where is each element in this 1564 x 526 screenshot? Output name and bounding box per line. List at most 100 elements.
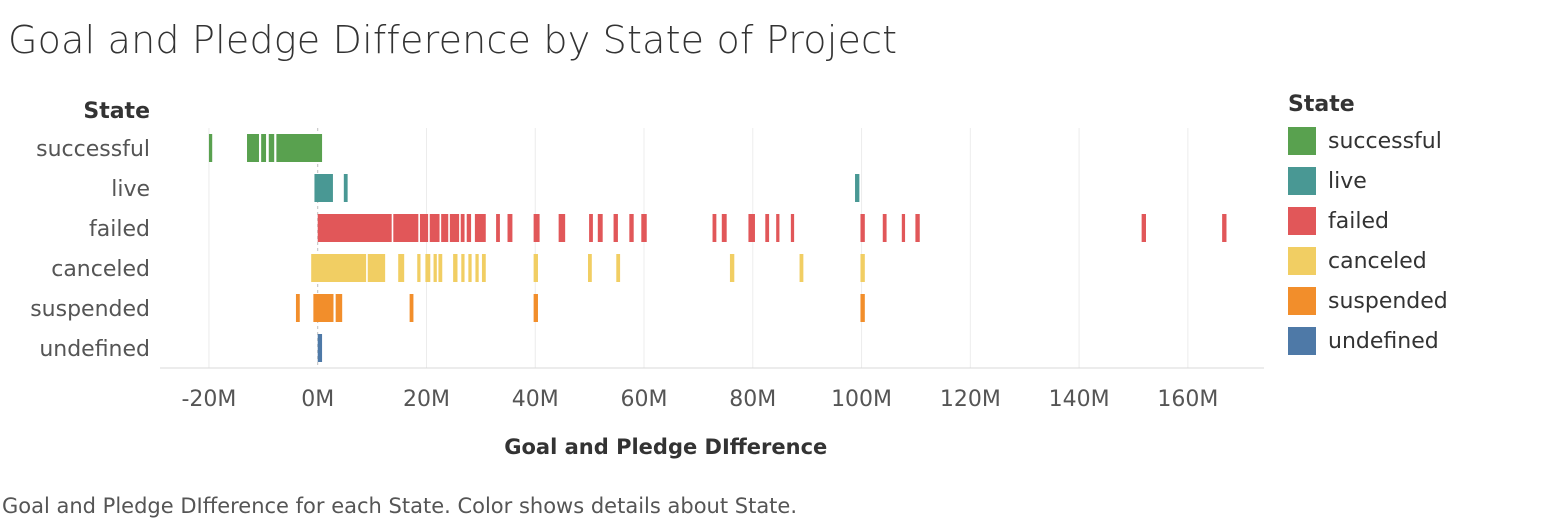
bar-segment	[317, 214, 392, 242]
bar-segment	[433, 254, 437, 282]
bar-segment	[799, 254, 804, 282]
bar-segment	[313, 294, 334, 322]
bar-segment	[429, 214, 440, 242]
bar-segment	[790, 214, 795, 242]
legend-item-live[interactable]: live	[1288, 161, 1548, 201]
x-tick-label: 120M	[940, 387, 1001, 412]
bar-segment	[419, 214, 429, 242]
bar-segment	[613, 214, 618, 242]
y-tick-label: failed	[89, 217, 150, 242]
bar-segment	[276, 134, 323, 162]
y-tick-label: successful	[36, 137, 150, 162]
x-tick-label: 60M	[621, 387, 668, 412]
legend-item-successful[interactable]: successful	[1288, 121, 1548, 161]
x-tick-label: 0M	[301, 387, 334, 412]
legend-swatch	[1288, 287, 1316, 315]
bar-segment	[438, 254, 443, 282]
bar-segment	[748, 214, 755, 242]
y-tick-label: suspended	[30, 297, 150, 322]
bar-segment	[533, 294, 538, 322]
bar-segment	[1141, 214, 1146, 242]
y-tick-label: canceled	[51, 257, 150, 282]
bar-segment	[461, 254, 465, 282]
legend-swatch	[1288, 167, 1316, 195]
x-tick-label: 100M	[831, 387, 892, 412]
legend-label: live	[1328, 168, 1367, 194]
legend-swatch	[1288, 247, 1316, 275]
bar-segment	[268, 134, 275, 162]
x-tick-label: 40M	[512, 387, 559, 412]
legend-swatch	[1288, 207, 1316, 235]
x-axis-title: Goal and Pledge DIfference	[504, 435, 827, 459]
bar-segment	[558, 214, 566, 242]
bar-segment	[712, 214, 717, 242]
bar-segment	[882, 214, 887, 242]
bar-segment	[496, 214, 500, 242]
chart-caption: Goal and Pledge DIfference for each Stat…	[2, 494, 798, 518]
bar-segment	[311, 254, 367, 282]
bar-chart: State successful live failed canceled suspend…	[30, 99, 1264, 459]
legend-item-suspended[interactable]: suspended	[1288, 281, 1548, 321]
legend-item-undefined[interactable]: undefined	[1288, 321, 1548, 361]
bar-segment	[261, 134, 267, 162]
bar-segment	[1222, 214, 1227, 242]
bar-segment	[776, 214, 780, 242]
legend-label: failed	[1328, 208, 1389, 234]
bar-segment	[915, 214, 920, 242]
legend-swatch	[1288, 127, 1316, 155]
bar-segment	[860, 254, 865, 282]
bar-segment	[468, 254, 472, 282]
bar-segment	[629, 214, 634, 242]
y-tick-label: undefined	[39, 337, 150, 362]
bar-segment	[765, 214, 770, 242]
legend-label: suspended	[1328, 288, 1448, 314]
bar-segment	[507, 214, 513, 242]
legend: State successful live failed canceled su…	[1288, 92, 1548, 361]
bar-segment	[417, 254, 421, 282]
y-tick-label: live	[111, 177, 150, 202]
x-tick-label: 80M	[729, 387, 776, 412]
bar-segment	[721, 214, 727, 242]
legend-title: State	[1288, 92, 1355, 117]
bar-segment	[474, 214, 486, 242]
bar-segment	[409, 294, 414, 322]
bar-segment	[597, 214, 603, 242]
bar-segment	[533, 254, 538, 282]
bar-segment	[393, 214, 419, 242]
legend-swatch	[1288, 327, 1316, 355]
bar-segment	[466, 214, 472, 242]
bar-segment	[441, 214, 449, 242]
bar-segment	[367, 254, 386, 282]
y-axis-title: State	[83, 99, 150, 124]
bar-segment	[398, 254, 405, 282]
bar-segment	[616, 254, 621, 282]
bar-segment	[901, 214, 906, 242]
bar-segment	[729, 254, 735, 282]
legend-label: undefined	[1328, 328, 1439, 354]
bar-segment	[533, 214, 540, 242]
chart-title: Goal and Pledge Difference by State of P…	[8, 18, 898, 62]
bar-segment	[481, 254, 486, 282]
bar-segment	[314, 174, 333, 202]
bar-segment	[343, 174, 348, 202]
legend-item-failed[interactable]: failed	[1288, 201, 1548, 241]
x-tick-label: 140M	[1049, 387, 1110, 412]
bar-segment	[860, 214, 865, 242]
x-tick-label: 160M	[1157, 387, 1218, 412]
legend-label: canceled	[1328, 248, 1427, 274]
bar-segment	[247, 134, 259, 162]
bar-segment	[860, 294, 865, 322]
legend-item-canceled[interactable]: canceled	[1288, 241, 1548, 281]
bar-segment	[453, 254, 458, 282]
bar-segment	[641, 214, 647, 242]
bar-segment	[460, 214, 465, 242]
bar-segment	[449, 214, 460, 242]
bar-segment	[855, 174, 860, 202]
bar-segment	[295, 294, 300, 322]
bar-segment	[589, 214, 593, 242]
bar-segment	[335, 294, 343, 322]
bar-segment	[425, 254, 431, 282]
legend-label: successful	[1328, 128, 1442, 154]
bar-segment	[588, 254, 592, 282]
x-tick-label: 20M	[403, 387, 450, 412]
